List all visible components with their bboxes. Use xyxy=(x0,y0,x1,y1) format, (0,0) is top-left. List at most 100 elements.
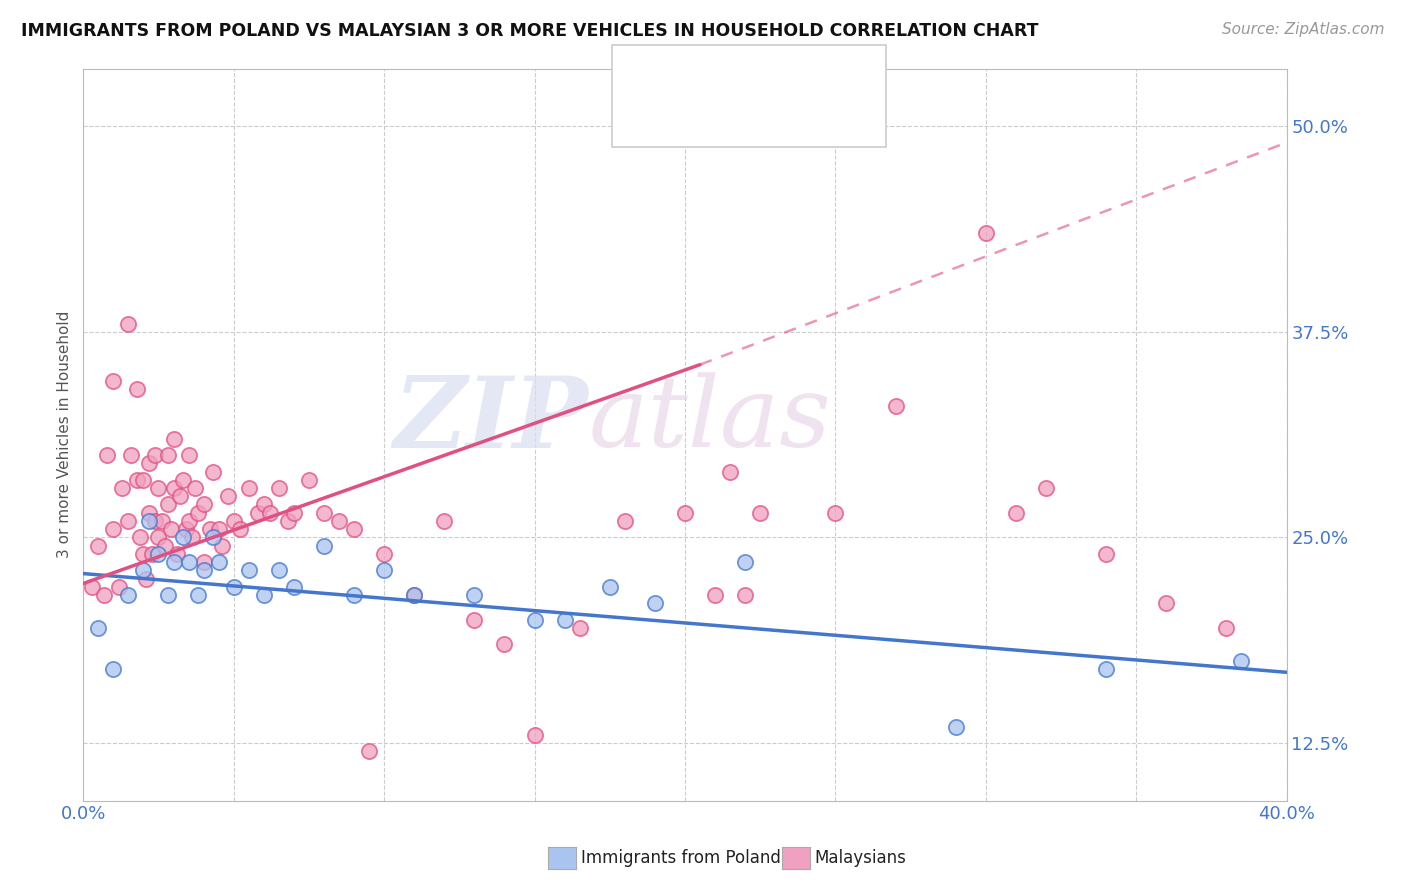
Point xyxy=(82,580,104,594)
Point xyxy=(312,539,335,553)
Point xyxy=(704,588,727,602)
Point xyxy=(93,588,115,602)
Point xyxy=(1215,621,1237,635)
Point xyxy=(373,547,395,561)
Point xyxy=(208,522,231,536)
Point xyxy=(718,465,741,479)
Point xyxy=(103,662,125,676)
Point xyxy=(141,547,163,561)
Text: N =: N = xyxy=(770,64,818,82)
Text: N =: N = xyxy=(770,104,818,122)
Point xyxy=(156,588,179,602)
Point xyxy=(312,506,335,520)
Point xyxy=(1095,662,1118,676)
Point xyxy=(138,506,160,520)
Point xyxy=(238,481,260,495)
Point xyxy=(132,563,155,577)
Point xyxy=(404,588,426,602)
Point xyxy=(177,555,200,569)
Point xyxy=(193,563,215,577)
Point xyxy=(1230,654,1253,668)
Point xyxy=(156,448,179,462)
Point xyxy=(277,514,299,528)
Point xyxy=(222,580,245,594)
Point xyxy=(554,613,576,627)
Point xyxy=(208,555,231,569)
Point xyxy=(246,506,269,520)
Point xyxy=(259,506,281,520)
Point xyxy=(253,588,276,602)
Point xyxy=(132,473,155,487)
Point xyxy=(180,530,202,544)
Point xyxy=(156,498,179,512)
Point xyxy=(523,728,546,742)
Point xyxy=(463,588,485,602)
Y-axis label: 3 or more Vehicles in Household: 3 or more Vehicles in Household xyxy=(58,311,72,558)
Point xyxy=(433,514,456,528)
Point xyxy=(132,547,155,561)
Point xyxy=(145,514,167,528)
Point xyxy=(177,448,200,462)
Point xyxy=(343,522,366,536)
Text: 0.272: 0.272 xyxy=(707,104,761,122)
Point xyxy=(217,489,239,503)
Point xyxy=(103,374,125,388)
Point xyxy=(463,613,485,627)
Point xyxy=(127,382,149,396)
Text: R =: R = xyxy=(668,104,709,122)
Point xyxy=(267,563,290,577)
Point xyxy=(148,481,170,495)
Point xyxy=(174,522,197,536)
Point xyxy=(1035,481,1057,495)
Point xyxy=(138,456,160,470)
Point xyxy=(734,555,756,569)
Point xyxy=(103,522,125,536)
Point xyxy=(749,506,772,520)
Point xyxy=(177,514,200,528)
Point xyxy=(1005,506,1028,520)
Point xyxy=(87,621,110,635)
Point xyxy=(153,539,176,553)
Point xyxy=(183,481,205,495)
Text: IMMIGRANTS FROM POLAND VS MALAYSIAN 3 OR MORE VEHICLES IN HOUSEHOLD CORRELATION : IMMIGRANTS FROM POLAND VS MALAYSIAN 3 OR… xyxy=(21,22,1039,40)
Text: Malaysians: Malaysians xyxy=(814,849,905,867)
Point xyxy=(108,580,131,594)
Point xyxy=(974,226,997,240)
Point xyxy=(169,489,191,503)
Point xyxy=(211,539,233,553)
Text: Immigrants from Poland: Immigrants from Poland xyxy=(581,849,780,867)
Text: 82: 82 xyxy=(808,104,831,122)
Point xyxy=(945,720,967,734)
Point xyxy=(201,530,224,544)
Point xyxy=(673,506,696,520)
Point xyxy=(162,481,184,495)
Point xyxy=(824,506,846,520)
Point xyxy=(87,539,110,553)
Text: ZIP: ZIP xyxy=(394,372,589,468)
Point xyxy=(127,473,149,487)
Point xyxy=(357,744,380,758)
Point xyxy=(187,506,209,520)
Text: 32: 32 xyxy=(808,64,832,82)
Point xyxy=(117,317,139,331)
Point xyxy=(523,613,546,627)
Point xyxy=(193,555,215,569)
Point xyxy=(129,530,152,544)
Point xyxy=(283,580,305,594)
Point xyxy=(599,580,621,594)
Point xyxy=(328,514,350,528)
Point xyxy=(138,514,160,528)
Point xyxy=(111,481,134,495)
Point xyxy=(117,588,139,602)
Point xyxy=(193,498,215,512)
Point xyxy=(644,596,666,610)
Point xyxy=(343,588,366,602)
Point xyxy=(148,547,170,561)
Point xyxy=(198,522,221,536)
Point xyxy=(267,481,290,495)
Point xyxy=(373,563,395,577)
Text: atlas: atlas xyxy=(589,372,831,467)
Point xyxy=(613,514,636,528)
Point xyxy=(298,473,321,487)
Text: R =: R = xyxy=(668,64,704,82)
